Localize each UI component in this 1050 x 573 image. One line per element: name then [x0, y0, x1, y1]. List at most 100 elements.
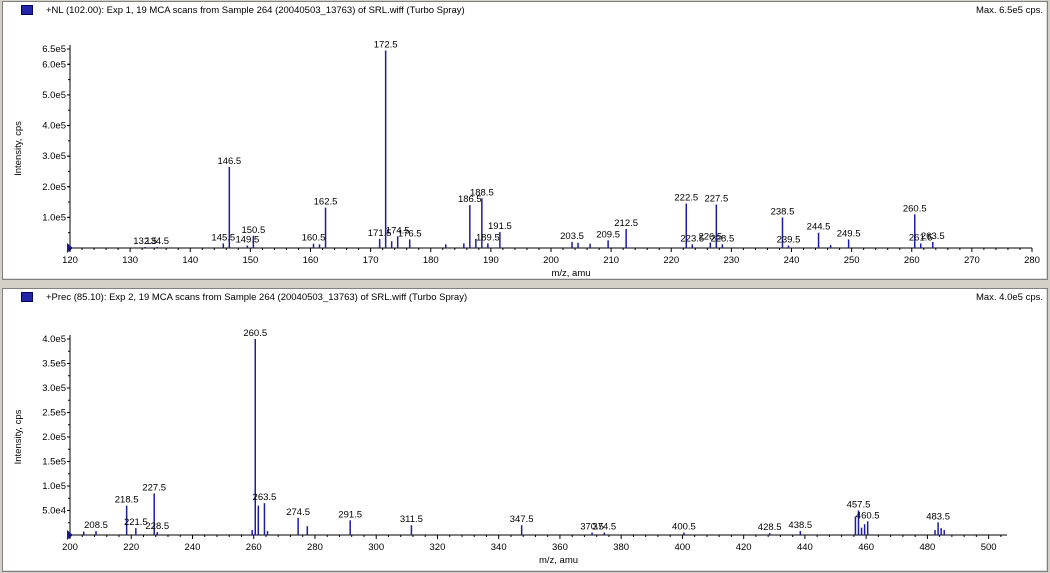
peak-label: 400.5: [672, 522, 696, 533]
peak-label: 226.5: [698, 231, 722, 242]
x-tick-label: 300: [368, 542, 384, 553]
x-tick-label: 280: [1024, 255, 1040, 266]
peak-label: 239.5: [777, 235, 801, 246]
peak-label: 260.5: [903, 203, 927, 214]
x-tick-label: 260: [904, 255, 920, 266]
peak-label: 263.5: [253, 492, 277, 503]
peak-label: 208.5: [84, 520, 108, 531]
spectrum-pane-bottom[interactable]: +Prec (85.10): Exp 2, 19 MCA scans from …: [2, 288, 1048, 572]
y-tick-label: 2.0e5: [42, 432, 66, 443]
peak-label: 160.5: [302, 233, 326, 244]
y-tick-label: 4.0e5: [42, 121, 66, 132]
y-tick-label: 3.5e5: [42, 359, 66, 370]
y-tick-label: 6.0e5: [42, 59, 66, 70]
peak-label: 227.5: [142, 482, 166, 493]
x-tick-label: 190: [483, 255, 499, 266]
x-tick-label: 220: [663, 255, 679, 266]
y-tick-label: 5.0e5: [42, 90, 66, 101]
x-tick-label: 200: [543, 255, 559, 266]
peak-label: 132.5: [133, 236, 157, 247]
peak-label: 249.5: [837, 228, 861, 239]
peak-label: 438.5: [788, 520, 812, 531]
peak-label: 134.5: [145, 236, 169, 247]
x-tick-label: 440: [797, 542, 813, 553]
x-tick-label: 320: [430, 542, 446, 553]
x-tick-label: 240: [784, 255, 800, 266]
x-tick-label: 280: [307, 542, 323, 553]
peak-label: 162.5: [314, 197, 338, 208]
y-tick-label: 3.0e5: [42, 383, 66, 394]
peak-label: 146.5: [217, 156, 241, 167]
peak-label: 174.5: [386, 225, 410, 236]
spectrum-plot-bottom[interactable]: 200 220 240 260 280 300 320 340 360 380 400 420 440 4…: [3, 289, 1047, 571]
y-tick-label: 3.0e5: [42, 151, 66, 162]
y-tick-label: 6.5e5: [42, 44, 66, 55]
peak-label: 223.5: [680, 233, 704, 244]
pane-max-intensity: Max. 6.5e5 cps.: [975, 5, 1043, 16]
peak-label: 291.5: [338, 509, 362, 520]
y-tick-label: 2.5e5: [42, 408, 66, 419]
peak-label: 145.5: [211, 232, 235, 243]
peak-label: 188.5: [470, 187, 494, 198]
peak-label: 221.5: [124, 517, 148, 528]
peak-label: 212.5: [614, 218, 638, 229]
y-tick-label: 1.0e5: [42, 212, 66, 223]
x-tick-label: 380: [613, 542, 629, 553]
y-tick-label: 1.5e5: [42, 457, 66, 468]
peak-label: 311.5: [400, 514, 423, 525]
y-axis-title: Intensity, cps: [13, 121, 24, 176]
x-tick-label: 250: [844, 255, 860, 266]
pane-marker-icon[interactable]: [21, 292, 33, 302]
x-tick-label: 230: [723, 255, 739, 266]
x-axis-title: m/z, amu: [551, 268, 590, 279]
pane-title: +Prec (85.10): Exp 2, 19 MCA scans from …: [46, 292, 468, 303]
x-tick-label: 210: [603, 255, 619, 266]
peak-label: 150.5: [241, 225, 265, 236]
pane-title: +NL (102.00): Exp 1, 19 MCA scans from S…: [46, 5, 465, 16]
x-tick-label: 340: [491, 542, 507, 553]
x-tick-label: 170: [363, 255, 379, 266]
peak-label: 428.5: [758, 522, 782, 533]
pane-marker-icon[interactable]: [21, 5, 33, 15]
peak-label: 274.5: [286, 507, 310, 518]
peak-label: 457.5: [847, 500, 871, 511]
peak-label: 227.5: [704, 194, 728, 205]
peak-label: 261.5: [909, 232, 933, 243]
x-tick-label: 420: [736, 542, 752, 553]
peak-label: 347.5: [510, 514, 534, 525]
x-tick-label: 150: [242, 255, 258, 266]
peak-label: 244.5: [807, 222, 831, 233]
y-tick-label: 1.0e5: [42, 481, 66, 492]
peak-label: 238.5: [771, 206, 795, 217]
x-tick-label: 260: [246, 542, 262, 553]
peak-label: 176.5: [398, 228, 422, 239]
peak-label: 172.5: [374, 40, 398, 51]
peak-label: 209.5: [596, 229, 620, 240]
pane-max-intensity: Max. 4.0e5 cps.: [975, 292, 1043, 303]
pane-header: +NL (102.00): Exp 1, 19 MCA scans from S…: [3, 2, 1047, 20]
pane-header: +Prec (85.10): Exp 2, 19 MCA scans from …: [3, 289, 1047, 307]
spectrum-plot-top[interactable]: 120 130 140 150 160 170 180 190 200 210 220 230 240 2…: [3, 2, 1047, 279]
spectrum-pane-top[interactable]: +NL (102.00): Exp 1, 19 MCA scans from S…: [2, 1, 1048, 280]
x-tick-label: 270: [964, 255, 980, 266]
x-tick-label: 180: [423, 255, 439, 266]
peak-label: 263.5: [921, 231, 945, 242]
y-tick-label: 5.0e4: [42, 506, 66, 517]
x-tick-label: 140: [182, 255, 198, 266]
x-tick-label: 220: [123, 542, 139, 553]
peak-label: 483.5: [926, 511, 950, 522]
x-tick-label: 120: [62, 255, 78, 266]
x-tick-label: 240: [185, 542, 201, 553]
peak-label: 374.5: [592, 522, 616, 533]
x-tick-label: 200: [62, 542, 78, 553]
peak-label: 191.5: [488, 221, 512, 232]
y-tick-label: 2.0e5: [42, 182, 66, 193]
peak-label: 186.5: [458, 194, 482, 205]
peak-label: 460.5: [856, 510, 880, 521]
y-tick-label: 4.0e5: [42, 334, 66, 345]
x-tick-label: 360: [552, 542, 568, 553]
x-tick-label: 130: [122, 255, 138, 266]
x-tick-label: 400: [674, 542, 690, 553]
peak-label: 222.5: [674, 193, 698, 204]
y-axis-title: Intensity, cps: [13, 409, 24, 464]
